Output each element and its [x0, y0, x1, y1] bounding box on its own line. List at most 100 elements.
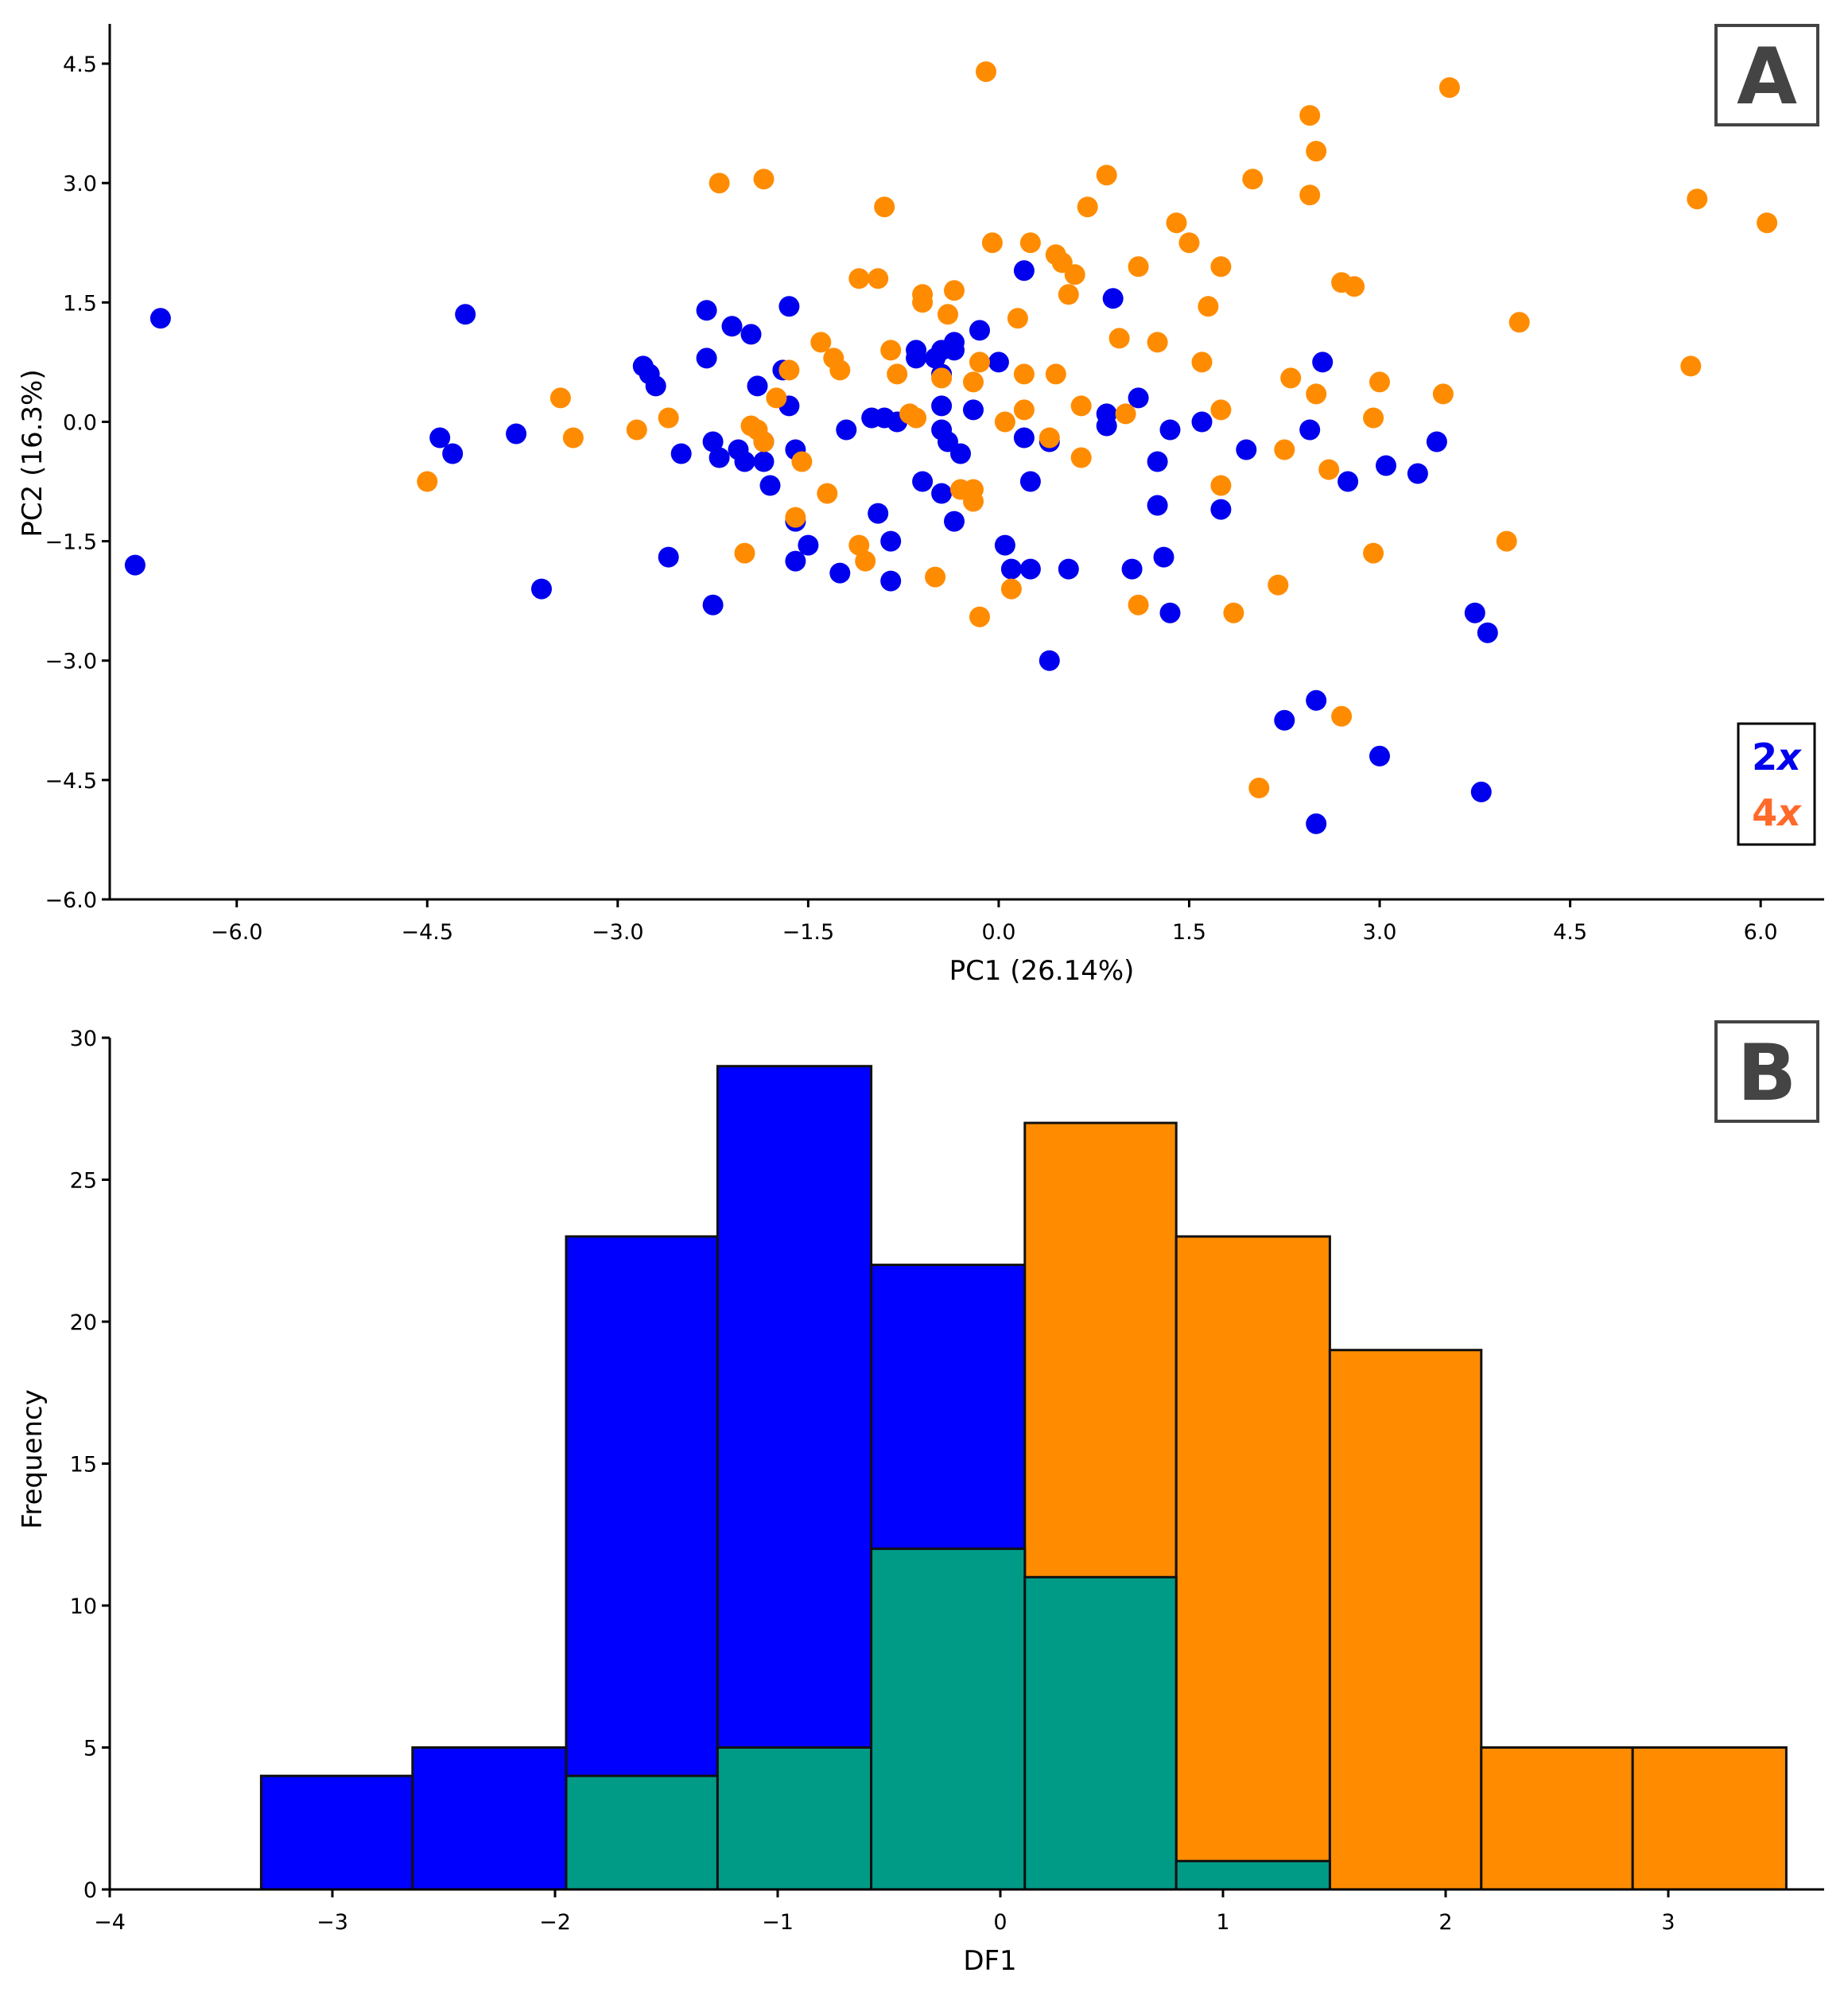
- x-tick-label: 2: [1438, 1910, 1452, 1935]
- bar-4x-8: [1480, 1746, 1634, 1891]
- point-2x-0: [149, 308, 171, 329]
- point-4x-58: [1108, 328, 1130, 349]
- point-2x-69: [1121, 558, 1143, 580]
- point-4x-4: [658, 407, 679, 429]
- point-4x-78: [1306, 141, 1327, 162]
- bar-4x-6: [1174, 1235, 1331, 1891]
- point-2x-9: [645, 375, 666, 397]
- point-4x-65: [1191, 351, 1213, 373]
- bar-4x-9: [1631, 1746, 1788, 1891]
- point-4x-0: [417, 471, 438, 492]
- point-2x-84: [1337, 471, 1359, 492]
- panel-a-label: A: [1737, 32, 1797, 122]
- point-2x-61: [1019, 558, 1041, 580]
- point-2x-2: [455, 304, 476, 325]
- y-tick-label: 25: [70, 1169, 97, 1194]
- point-4x-75: [1280, 367, 1302, 389]
- point-4x-85: [1363, 542, 1384, 564]
- point-4x-14: [791, 451, 813, 472]
- point-2x-77: [1210, 499, 1232, 520]
- point-4x-44: [1007, 308, 1028, 329]
- x-tick-label: 1.5: [1172, 920, 1206, 945]
- point-2x-48: [931, 483, 953, 504]
- point-4x-49: [1045, 363, 1066, 385]
- x-tick-label: 6.0: [1744, 920, 1778, 945]
- point-4x-32: [938, 304, 958, 325]
- x-tick-label: −6.0: [211, 920, 263, 945]
- x-tick-label: 1: [1216, 1910, 1229, 1935]
- point-2x-81: [1306, 689, 1327, 711]
- point-2x-12: [696, 300, 717, 321]
- y-tick-label: 10: [70, 1594, 97, 1619]
- point-4x-10: [753, 431, 775, 452]
- x-tick-label: −1: [762, 1910, 794, 1935]
- point-2x-71: [1147, 451, 1168, 472]
- point-4x-24: [880, 340, 902, 361]
- point-4x-74: [1274, 439, 1295, 460]
- y-tick-label: 3.0: [63, 172, 97, 196]
- x-tick-label: −3: [316, 1910, 348, 1935]
- x-tick-label: 4.5: [1553, 920, 1587, 945]
- point-2x-57: [994, 534, 1015, 556]
- point-2x-82: [1306, 813, 1327, 834]
- point-4x-91: [1680, 355, 1702, 377]
- point-4x-39: [969, 606, 990, 627]
- point-4x-19: [848, 534, 870, 556]
- point-4x-20: [855, 550, 876, 572]
- x-tick-label: 3: [1661, 1910, 1675, 1935]
- point-4x-37: [963, 371, 984, 393]
- point-4x-1: [549, 387, 571, 409]
- legend-4x-suffix: x: [1776, 791, 1802, 834]
- point-4x-13: [785, 507, 806, 528]
- point-4x-84: [1363, 407, 1384, 429]
- y-tick-label: 30: [70, 1027, 97, 1051]
- point-2x-5: [506, 423, 527, 445]
- point-2x-10: [658, 546, 679, 568]
- point-2x-68: [1102, 288, 1124, 309]
- x-tick-label: −3.0: [592, 920, 644, 945]
- point-4x-76: [1299, 105, 1321, 126]
- point-4x-56: [1077, 196, 1098, 218]
- point-4x-69: [1210, 475, 1232, 496]
- point-4x-64: [1178, 232, 1200, 254]
- point-2x-90: [1470, 781, 1492, 802]
- point-4x-47: [1019, 232, 1041, 254]
- point-4x-66: [1198, 296, 1219, 317]
- point-4x-36: [963, 491, 984, 512]
- point-2x-3: [429, 427, 451, 449]
- point-2x-26: [778, 296, 800, 317]
- point-4x-60: [1128, 594, 1149, 615]
- point-4x-21: [848, 268, 870, 289]
- point-2x-6: [531, 578, 552, 600]
- point-2x-91: [1477, 622, 1498, 643]
- point-4x-38: [969, 351, 990, 373]
- point-4x-61: [1128, 256, 1149, 278]
- bar-2x-0: [259, 1774, 414, 1891]
- point-4x-17: [829, 359, 851, 381]
- point-2x-32: [829, 562, 851, 584]
- bar-overlap-4: [870, 1547, 1027, 1891]
- point-4x-11: [766, 387, 787, 409]
- point-4x-90: [1508, 312, 1530, 333]
- y-tick-label: 1.5: [63, 291, 97, 316]
- y-tick-label: −6.0: [45, 888, 97, 913]
- point-2x-79: [1274, 709, 1295, 731]
- legend-4x: 4x: [1752, 791, 1802, 834]
- bar-overlap-6: [1174, 1859, 1331, 1891]
- x-tick-label: −1.5: [782, 920, 835, 945]
- y-axis-ticks: 0 5 10 15 20 25 30: [70, 1027, 110, 1903]
- point-4x-48: [1039, 427, 1060, 449]
- panel-a-scatter-plot: −6.0 −4.5 −3.0 −1.5 0.0 1.5 3.0 4.5 6.0 −6.0 −4.5…: [17, 24, 1824, 987]
- point-2x-23: [753, 451, 775, 472]
- bar-overlap-2: [565, 1774, 719, 1891]
- point-2x-65: [1058, 558, 1079, 580]
- point-4x-52: [1058, 284, 1079, 305]
- point-2x-62: [1019, 471, 1041, 492]
- point-4x-63: [1166, 212, 1187, 234]
- point-4x-6: [734, 542, 755, 564]
- point-4x-88: [1438, 77, 1460, 99]
- point-2x-37: [880, 530, 902, 552]
- point-4x-23: [874, 196, 895, 218]
- point-4x-40: [976, 61, 996, 83]
- point-2x-80: [1299, 419, 1321, 441]
